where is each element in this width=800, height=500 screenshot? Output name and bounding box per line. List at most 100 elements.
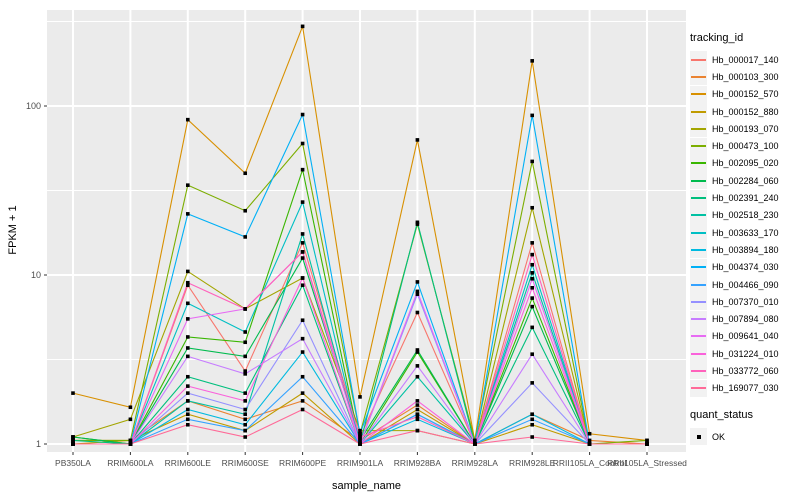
- data-point: [186, 269, 190, 274]
- x-tick-label: RRIM928LA: [452, 458, 499, 468]
- data-point: [243, 208, 247, 213]
- data-point: [530, 262, 534, 267]
- legend-title-quant-status: quant_status: [690, 408, 753, 421]
- data-point: [300, 200, 305, 204]
- data-point: [300, 374, 305, 379]
- data-point: [530, 381, 534, 385]
- data-point: [243, 235, 247, 239]
- data-point: [186, 374, 190, 379]
- data-point: [415, 220, 420, 225]
- data-point: [645, 442, 649, 446]
- data-point: [243, 417, 247, 422]
- legend-item-label: Hb_000103_300: [712, 71, 779, 82]
- legend-key-line-icon: [690, 85, 707, 103]
- data-point: [530, 412, 534, 417]
- legend-item-Hb_002518_230: Hb_002518_230: [690, 206, 800, 224]
- legend-item-Hb_000017_140: Hb_000017_140: [690, 51, 800, 69]
- legend-item-Hb_000193_070: Hb_000193_070: [690, 120, 800, 138]
- legend-key-line-icon: [690, 276, 707, 293]
- legend-key-line-icon: [690, 379, 707, 397]
- legend-item-Hb_004374_030: Hb_004374_030: [690, 258, 800, 276]
- legend-item-label: Hb_033772_060: [712, 365, 779, 376]
- data-point: [186, 317, 190, 321]
- data-point: [530, 325, 534, 330]
- legend-item-Hb_000473_100: Hb_000473_100: [690, 137, 800, 155]
- legend-item-Hb_003894_180: Hb_003894_180: [690, 241, 800, 259]
- data-point: [300, 141, 305, 146]
- legend-item-label: Hb_004466_090: [712, 279, 779, 290]
- y-axis-title: FPKM + 1: [7, 205, 19, 255]
- legend-item-Hb_000103_300: Hb_000103_300: [690, 68, 800, 86]
- x-tick-label: RRIM600LE: [165, 458, 212, 468]
- data-point: [300, 250, 305, 254]
- data-point: [243, 428, 247, 433]
- legend-key-line-icon: [690, 120, 707, 138]
- data-point: [300, 241, 305, 245]
- data-point: [243, 340, 247, 345]
- data-point: [300, 256, 305, 260]
- data-point: [415, 292, 420, 296]
- data-point: [530, 352, 534, 356]
- data-point: [300, 391, 305, 395]
- legend-key-line-icon: [690, 51, 707, 69]
- data-point: [243, 391, 247, 395]
- data-point: [415, 280, 420, 284]
- data-point: [186, 417, 190, 422]
- data-point: [186, 335, 190, 339]
- data-point: [300, 276, 305, 280]
- data-point: [415, 348, 420, 352]
- data-point: [530, 205, 534, 210]
- legend-key-line-icon: [690, 172, 707, 190]
- data-point: [415, 310, 420, 315]
- legend-item-label: Hb_002518_230: [712, 210, 779, 221]
- data-point: [645, 438, 649, 443]
- data-point: [358, 438, 362, 443]
- data-point: [358, 435, 362, 439]
- legend-key-line-icon: [690, 68, 707, 86]
- data-point: [530, 435, 534, 439]
- data-point: [415, 364, 420, 368]
- legend-key-line-icon: [690, 310, 707, 328]
- data-point: [473, 442, 477, 446]
- legend-item-Hb_007370_010: Hb_007370_010: [690, 293, 800, 311]
- data-point: [71, 442, 75, 446]
- x-tick-label: RRIM928LE: [509, 458, 556, 468]
- legend-item-Hb_007894_080: Hb_007894_080: [690, 310, 800, 328]
- legend-item-label: Hb_169077_030: [712, 383, 779, 394]
- legend-key-line-icon: [690, 137, 707, 155]
- x-axis-title: sample_name: [331, 480, 402, 492]
- legend-item-label: Hb_000193_070: [712, 123, 779, 134]
- data-point: [243, 369, 247, 373]
- x-tick-label: RRII105LA_Control: [553, 458, 627, 468]
- legend-item-label: Hb_003633_170: [712, 227, 779, 238]
- data-point: [243, 330, 247, 334]
- legend-key-line-icon: [690, 362, 707, 380]
- data-point: [415, 428, 420, 433]
- legend-item-label: Hb_031224_010: [712, 348, 779, 359]
- data-point: [186, 354, 190, 359]
- data-point: [358, 395, 362, 399]
- data-point: [300, 336, 305, 341]
- legend-item-label: Hb_002284_060: [712, 175, 779, 186]
- x-tick-label: RRIM928BA: [394, 458, 442, 468]
- data-point: [358, 428, 362, 433]
- data-point: [587, 442, 592, 446]
- y-tick-label: 100: [26, 101, 41, 111]
- data-point: [243, 422, 247, 427]
- data-point: [243, 435, 247, 439]
- data-point: [186, 346, 190, 350]
- legend-item-Hb_002391_240: Hb_002391_240: [690, 189, 800, 207]
- data-point: [530, 241, 534, 245]
- data-point: [300, 399, 305, 403]
- legend-item-Hb_000152_570: Hb_000152_570: [690, 85, 800, 103]
- x-tick-label: RRIM600PE: [279, 458, 327, 468]
- legend-item-label: Hb_000473_100: [712, 141, 779, 152]
- legend-item-Hb_004466_090: Hb_004466_090: [690, 276, 800, 293]
- data-point: [71, 438, 75, 443]
- data-point: [415, 414, 420, 419]
- data-point: [243, 354, 247, 359]
- data-point: [186, 212, 190, 216]
- data-point: [415, 350, 420, 354]
- data-point: [473, 438, 477, 443]
